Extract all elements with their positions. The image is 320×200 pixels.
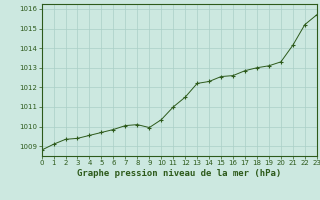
X-axis label: Graphe pression niveau de la mer (hPa): Graphe pression niveau de la mer (hPa) bbox=[77, 169, 281, 178]
